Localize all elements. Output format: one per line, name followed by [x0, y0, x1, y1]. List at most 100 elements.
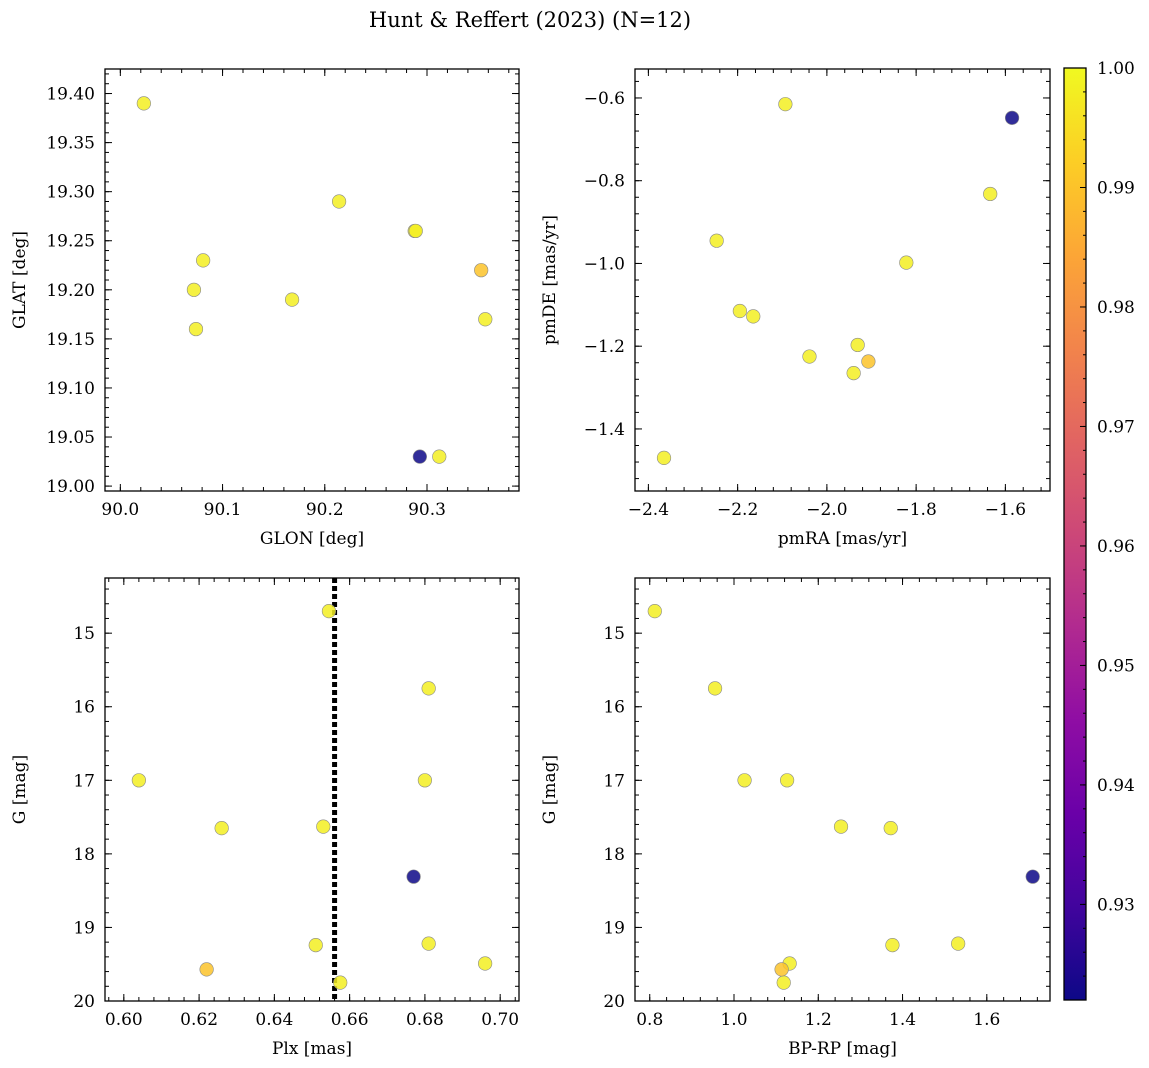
data-point — [846, 365, 861, 381]
y-tick-label: −0.8 — [584, 172, 625, 192]
y-tick-label: 17 — [603, 771, 625, 791]
y-axis-label: G [mag] — [10, 755, 30, 824]
y-tick-label: 19.10 — [46, 379, 95, 399]
colorbar-tick-label: 0.97 — [1097, 417, 1135, 437]
x-tick-label: −2.0 — [806, 500, 847, 520]
data-point — [833, 819, 849, 834]
data-point — [406, 869, 421, 884]
y-tick-label: 15 — [603, 624, 625, 644]
plot-area — [647, 604, 1040, 990]
colorbar-tick-label: 0.95 — [1097, 656, 1135, 676]
y-tick-label: −0.6 — [584, 89, 625, 109]
data-point — [284, 292, 300, 307]
y-axis-label: G [mag] — [540, 755, 560, 824]
data-point — [709, 233, 724, 248]
axes-frame — [634, 68, 1051, 492]
y-tick-label: 19.40 — [46, 85, 95, 105]
data-point — [656, 450, 672, 466]
panel-top-left: 90.0 90.1 90.2 90.3 19.00 19.05 19.10 19.15 19.2… — [10, 68, 520, 549]
data-point — [408, 223, 423, 239]
data-point — [707, 681, 723, 696]
colorbar-gradient — [1064, 68, 1086, 1000]
x-tick-label: 90.3 — [408, 500, 446, 520]
data-point — [421, 936, 436, 951]
x-tick-label: 90.2 — [306, 500, 344, 520]
data-point — [647, 604, 662, 619]
y-axis-label: pmDE [mas/yr] — [540, 215, 560, 345]
x-axis-label: GLON [deg] — [260, 529, 364, 549]
y-tick-label: 18 — [73, 845, 95, 865]
x-axis-label: pmRA [mas/yr] — [778, 529, 907, 549]
x-tick-label: 0.60 — [105, 1010, 143, 1030]
colorbar: 0.93 0.94 0.95 0.96 0.97 0.98 0.99 1.00 — [1063, 59, 1135, 1001]
data-point — [186, 282, 202, 297]
data-point — [188, 321, 204, 337]
y-tick-label: 17 — [73, 771, 95, 791]
x-axis-label: Plx [mas] — [272, 1039, 352, 1059]
data-point — [883, 821, 898, 836]
x-tick-label: 90.0 — [101, 500, 139, 520]
data-point — [1004, 110, 1020, 125]
data-point — [861, 354, 876, 369]
x-tick-label: 0.66 — [331, 1010, 369, 1030]
data-point — [131, 773, 146, 788]
panel-top-right: −2.4 −2.2 −2.0 −1.8 −1.6 −1.4 −1.2 −1.0 −0.8 −0.6… — [540, 68, 1051, 549]
x-tick-label: −1.8 — [895, 500, 936, 520]
data-point — [478, 312, 493, 327]
x-tick-label: 1.6 — [973, 1010, 1000, 1030]
colorbar-tick-label: 1.00 — [1097, 59, 1135, 79]
data-point — [316, 819, 331, 834]
y-tick-label: 19.20 — [46, 281, 95, 301]
x-tick-label: 1.2 — [805, 1010, 832, 1030]
data-point — [746, 309, 761, 324]
axes-frame — [634, 577, 1051, 1002]
y-tick-label: −1.4 — [584, 420, 625, 440]
data-point — [421, 681, 436, 696]
x-tick-label: 0.62 — [180, 1010, 218, 1030]
plot-area — [131, 578, 493, 1001]
x-axis-label: BP-RP [mag] — [788, 1039, 897, 1059]
y-axis-label: GLAT [deg] — [10, 231, 30, 329]
data-point — [850, 337, 865, 353]
data-point — [1025, 869, 1040, 884]
colorbar-tick-label: 0.99 — [1097, 178, 1135, 198]
y-tick-label: 15 — [73, 624, 95, 644]
data-point — [474, 263, 489, 278]
y-tick-label: 20 — [73, 992, 95, 1012]
data-point — [214, 821, 229, 836]
y-tick-label: 16 — [603, 698, 625, 718]
colorbar-tick-label: 0.94 — [1097, 776, 1135, 796]
x-tick-label: −2.4 — [628, 500, 669, 520]
panel-bottom-left: 0.60 0.62 0.64 0.66 0.68 0.70 15 16 17 18 19 20 Plx … — [10, 577, 520, 1059]
data-point — [774, 962, 789, 977]
y-tick-label: −1.2 — [584, 337, 625, 357]
data-point — [983, 186, 998, 202]
figure-title: Hunt & Reffert (2023) (N=12) — [369, 8, 691, 32]
y-tick-label: 19.35 — [46, 134, 95, 154]
x-tick-label: 1.4 — [889, 1010, 916, 1030]
x-tick-label: 0.8 — [636, 1010, 663, 1030]
data-point — [199, 962, 214, 977]
panel-bottom-right: 0.8 1.0 1.2 1.4 1.6 15 16 17 18 19 20 BP-RP [mag] G … — [540, 577, 1051, 1059]
data-point — [308, 937, 323, 953]
data-point — [899, 255, 914, 270]
x-tick-label: 1.0 — [720, 1010, 747, 1030]
x-tick-label: 0.70 — [481, 1010, 519, 1030]
data-point — [951, 936, 966, 951]
data-point — [478, 956, 493, 971]
y-tick-label: 19.05 — [46, 428, 95, 448]
y-tick-label: 19.00 — [46, 477, 95, 497]
data-point — [778, 97, 793, 112]
colorbar-tick-label: 0.98 — [1097, 298, 1135, 318]
data-point — [333, 975, 348, 990]
x-tick-label: 90.1 — [204, 500, 242, 520]
data-point — [737, 773, 752, 788]
y-tick-label: 19.25 — [46, 232, 95, 252]
y-tick-label: 19 — [603, 918, 625, 938]
colorbar-tick-label: 0.93 — [1097, 895, 1135, 915]
x-tick-label: 0.64 — [255, 1010, 293, 1030]
y-tick-label: 19.15 — [46, 330, 95, 350]
data-point — [417, 773, 433, 788]
y-tick-label: −1.0 — [584, 254, 625, 274]
